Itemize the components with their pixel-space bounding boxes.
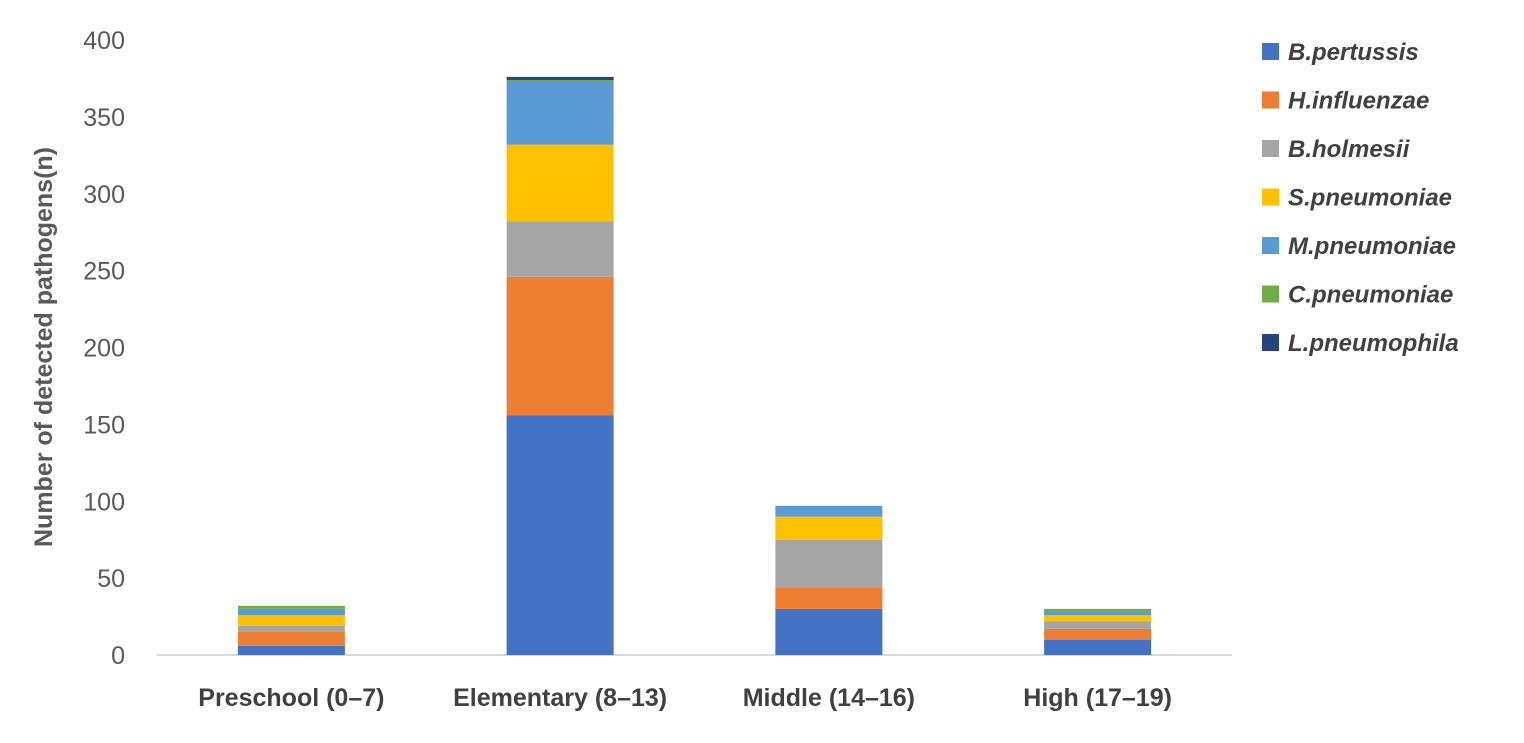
y-axis-ticks: 0 50 100 150 200 250 300 350 400 [83,27,125,670]
y-tick-label: 350 [83,104,125,132]
bar-segment-b-pertussis [506,415,614,655]
legend-swatch [1262,188,1279,206]
legend-label: B.pertussis [1288,39,1419,66]
legend-label: H.influenzae [1288,88,1429,115]
bar-segment-s-pneumoniae [237,615,345,626]
bar-segment-b-holmesii [237,625,345,632]
legend-label: B.holmesii [1288,136,1411,163]
bar-segment-s-pneumoniae [775,516,883,540]
legend-label: M.pneumoniae [1288,233,1456,260]
legend-label: L.pneumophila [1288,330,1459,357]
legend-swatch [1262,237,1279,254]
bar-segment-m-pneumoniae [775,505,883,517]
bar-group [237,76,1152,655]
y-tick-label: 150 [83,411,125,439]
y-axis-title: Number of detected pathogens(n) [30,147,58,547]
x-tick-label: Elementary (8–13) [453,684,667,712]
bar-segment-b-pertussis [775,608,883,655]
y-tick-label: 100 [83,488,125,516]
bar-segment-h-influenzae [237,631,345,646]
legend-label: S.pneumoniae [1288,185,1452,212]
y-tick-label: 300 [83,181,125,209]
bar-segment-b-pertussis [1044,639,1152,655]
legend-label: C.pneumoniae [1288,282,1453,309]
bar-segment-b-pertussis [237,645,345,655]
x-tick-label: High (17–19) [1023,684,1172,712]
bar-segment-m-pneumoniae [506,81,614,145]
bar-segment-l-pneumophila [506,76,614,80]
y-tick-label: 0 [111,642,125,670]
legend-swatch [1262,91,1279,109]
x-tick-label: Preschool (0–7) [198,684,384,712]
bar-segment-h-influenzae [1044,628,1152,640]
y-tick-label: 400 [83,27,125,55]
x-axis-labels: Preschool (0–7) Elementary (8–13) Middle (… [198,684,1172,712]
legend-swatch [1262,334,1279,351]
bar-segment-s-pneumoniae [1044,615,1152,622]
y-tick-label: 200 [83,335,125,363]
legend: B.pertussis H.influenzae B.holmesii S.pneum… [1262,39,1459,357]
bar-segment-s-pneumoniae [506,144,614,222]
bar-segment-m-pneumoniae [237,608,345,616]
y-tick-label: 250 [83,258,125,286]
legend-swatch [1262,43,1279,60]
legend-swatch [1262,140,1279,157]
bar-segment-h-influenzae [506,276,614,416]
bar-segment-c-pneumoniae [237,605,345,609]
bar-segment-m-pneumoniae [1044,611,1152,616]
bar-segment-b-holmesii [506,221,614,277]
bar-segment-b-holmesii [1044,621,1152,629]
bar-segment-c-pneumoniae [506,79,614,82]
bar-segment-c-pneumoniae [1044,608,1152,612]
bar-segment-b-holmesii [775,539,883,588]
y-tick-label: 50 [97,565,125,593]
legend-swatch [1262,285,1279,303]
x-tick-label: Middle (14–16) [743,684,915,712]
bar-segment-h-influenzae [775,587,883,609]
